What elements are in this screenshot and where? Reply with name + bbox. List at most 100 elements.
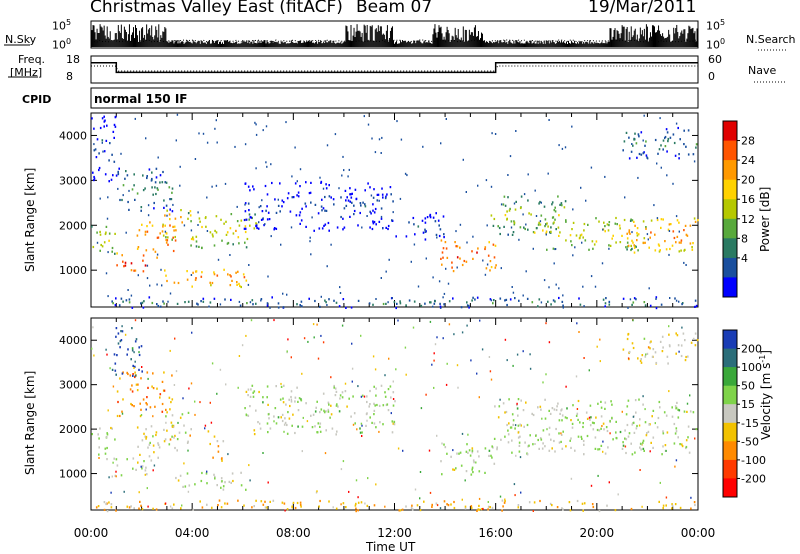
- speckle-cell: [660, 166, 662, 169]
- data-cell: [627, 332, 630, 336]
- data-cell: [662, 346, 664, 349]
- data-cell: [299, 211, 302, 214]
- data-cell: [549, 502, 552, 505]
- data-cell: [582, 425, 584, 429]
- data-cell: [146, 225, 148, 228]
- data-cell: [559, 231, 561, 234]
- speckle-cell: [238, 300, 241, 303]
- data-cell: [162, 223, 164, 226]
- data-cell: [373, 211, 376, 214]
- data-cell: [200, 479, 203, 483]
- data-cell: [658, 400, 661, 404]
- data-cell: [268, 417, 270, 420]
- data-cell: [465, 470, 468, 473]
- speckle-cell: [360, 422, 363, 425]
- data-cell: [103, 125, 105, 128]
- data-cell: [631, 453, 634, 456]
- data-cell: [274, 198, 276, 201]
- data-cell: [277, 416, 280, 419]
- data-cell: [103, 241, 106, 244]
- data-cell: [494, 405, 496, 408]
- data-cell: [571, 422, 574, 425]
- data-cell: [98, 453, 100, 456]
- data-cell: [353, 213, 355, 216]
- colorbar-tick-label: 100: [741, 361, 762, 374]
- data-cell: [638, 152, 641, 156]
- data-cell: [405, 235, 408, 238]
- data-cell: [159, 174, 162, 177]
- data-cell: [360, 204, 362, 207]
- data-cell: [147, 386, 149, 389]
- data-cell: [664, 135, 667, 139]
- data-cell: [627, 399, 630, 402]
- speckle-cell: [602, 440, 604, 443]
- data-cell: [516, 403, 518, 407]
- speckle-cell: [98, 457, 100, 459]
- data-cell: [675, 241, 677, 244]
- data-cell: [607, 229, 610, 232]
- data-cell: [503, 195, 506, 198]
- data-cell: [323, 224, 325, 227]
- speckle-cell: [264, 223, 266, 226]
- data-cell: [421, 219, 424, 222]
- nsearch-label: N.Search: [746, 33, 796, 46]
- data-cell: [220, 506, 223, 509]
- data-cell: [338, 410, 341, 413]
- data-cell: [459, 246, 461, 249]
- speckle-cell: [429, 320, 432, 323]
- data-cell: [382, 196, 384, 199]
- speckle-cell: [560, 432, 562, 435]
- data-cell: [316, 400, 318, 403]
- data-cell: [114, 232, 116, 235]
- data-cell: [297, 425, 299, 428]
- speckle-cell: [124, 333, 127, 336]
- data-cell: [684, 339, 686, 342]
- speckle-cell: [194, 413, 196, 416]
- data-cell: [515, 200, 517, 203]
- data-cell: [205, 472, 208, 475]
- data-cell: [514, 297, 516, 300]
- data-cell: [632, 346, 635, 350]
- data-cell: [115, 327, 118, 330]
- data-cell: [246, 237, 249, 241]
- data-cell: [558, 234, 560, 237]
- speckle-cell: [621, 410, 623, 413]
- speckle-cell: [541, 417, 543, 420]
- speckle-cell: [387, 301, 389, 304]
- data-cell: [558, 214, 560, 217]
- data-cell: [282, 397, 284, 400]
- data-cell: [535, 434, 537, 437]
- speckle-cell: [542, 381, 544, 384]
- speckle-cell: [326, 304, 328, 306]
- data-cell: [275, 227, 278, 230]
- data-cell: [652, 409, 655, 412]
- data-cell: [154, 181, 157, 184]
- data-cell: [579, 234, 582, 237]
- colorbar-tick-label: 20: [741, 174, 755, 187]
- data-cell: [560, 440, 562, 443]
- speckle-cell: [334, 133, 337, 136]
- data-cell: [635, 142, 638, 145]
- data-cell: [337, 405, 339, 408]
- colorbar-tick-label: -50: [741, 435, 759, 448]
- data-cell: [628, 231, 630, 234]
- data-cell: [446, 452, 448, 455]
- data-cell: [376, 403, 378, 407]
- data-cell: [408, 299, 411, 302]
- speckle-cell: [602, 450, 604, 453]
- data-cell: [493, 462, 496, 465]
- data-cell: [168, 213, 171, 216]
- data-cell: [694, 503, 696, 507]
- data-cell: [680, 354, 683, 358]
- data-cell: [654, 138, 657, 142]
- data-cell: [468, 449, 471, 452]
- data-cell: [138, 507, 140, 510]
- data-cell: [339, 394, 342, 397]
- data-cell: [210, 284, 212, 287]
- data-cell: [115, 335, 117, 338]
- data-cell: [163, 302, 165, 305]
- data-cell: [493, 256, 496, 259]
- colorbar-tick-label: -200: [741, 472, 766, 485]
- data-cell: [182, 485, 184, 488]
- data-cell: [446, 256, 449, 259]
